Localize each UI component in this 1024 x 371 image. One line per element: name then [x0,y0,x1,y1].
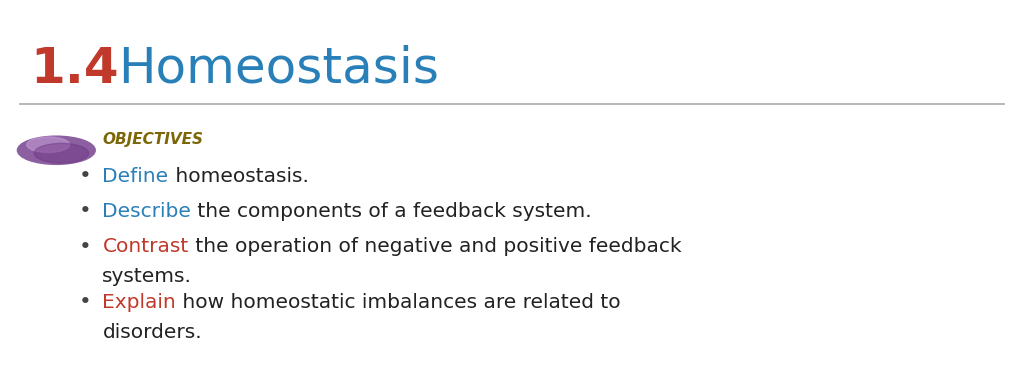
Text: Describe: Describe [102,202,191,221]
Text: how homeostatic imbalances are related to: how homeostatic imbalances are related t… [176,293,621,312]
Text: 1.4: 1.4 [31,45,120,92]
Text: the operation of negative and positive feedback: the operation of negative and positive f… [188,237,681,256]
Circle shape [27,137,70,152]
Text: •: • [79,292,91,312]
Text: the components of a feedback system.: the components of a feedback system. [191,202,592,221]
Text: •: • [79,166,91,186]
Circle shape [34,143,89,163]
Circle shape [17,136,95,164]
Text: disorders.: disorders. [102,322,202,342]
Text: Explain: Explain [102,293,176,312]
Text: systems.: systems. [102,267,193,286]
Text: •: • [79,201,91,221]
Text: homeostasis.: homeostasis. [169,167,308,186]
Text: OBJECTIVES: OBJECTIVES [102,132,204,147]
Text: Contrast: Contrast [102,237,188,256]
Text: Define: Define [102,167,169,186]
Text: Homeostasis: Homeostasis [118,45,438,92]
Text: •: • [79,237,91,257]
